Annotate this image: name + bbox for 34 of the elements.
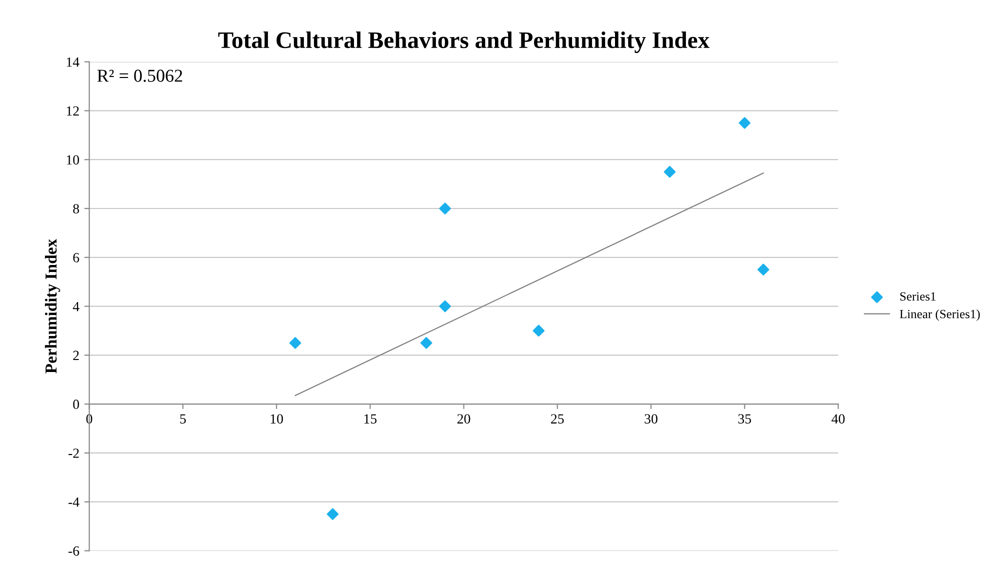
y-tick-label: 8 [73, 204, 80, 214]
y-tick-label: 10 [66, 155, 80, 165]
y-axis-title: Perhumidity Index [44, 239, 60, 374]
point [420, 337, 432, 349]
point [326, 508, 339, 520]
point [757, 264, 770, 276]
y-tick-label: 4 [72, 302, 80, 312]
x-tick-label: 5 [180, 414, 186, 424]
y-tick-label: -4 [68, 498, 80, 507]
x-tick-label: 35 [738, 414, 752, 424]
point [738, 117, 751, 129]
annotation: R² = 0.5062 [97, 70, 182, 82]
x-tick-label: 25 [551, 414, 564, 424]
x-tick-label: 20 [457, 414, 470, 424]
x-tick-label: 40 [832, 414, 845, 424]
y-tick-label: -2 [68, 448, 79, 458]
x-tick-label: 10 [270, 414, 283, 424]
point [289, 337, 302, 349]
chart-title: Total Cultural Behaviors and Perhumidity Index [218, 32, 710, 54]
x-tick-label: 15 [364, 414, 377, 424]
x-tick-label: 30 [644, 414, 658, 424]
point [532, 324, 545, 337]
legend-label: Series1 [900, 292, 936, 301]
point [439, 300, 451, 312]
y-tick-label: -6 [68, 546, 80, 556]
point [664, 166, 676, 178]
y-tick-label: 12 [66, 106, 79, 116]
y-tick-label: 2 [73, 350, 79, 360]
y-tick-label: 14 [66, 57, 80, 67]
legend-label: Linear (Series1) [900, 309, 980, 321]
y-tick-label: 6 [73, 253, 80, 262]
y-tick-label: 0 [73, 400, 80, 410]
point [439, 202, 451, 214]
x-tick-label: 0 [86, 414, 92, 424]
